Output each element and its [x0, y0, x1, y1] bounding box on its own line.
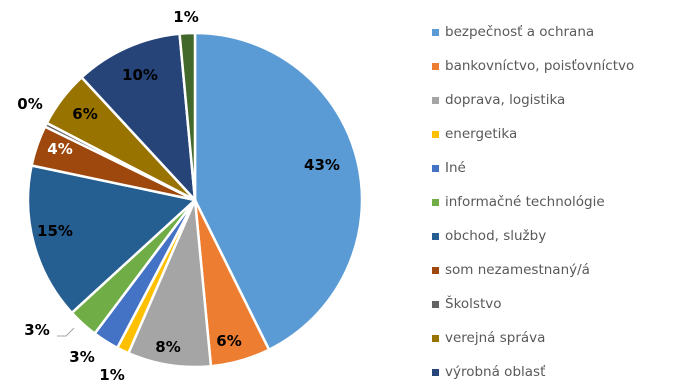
- legend-item-ine: Iné: [432, 158, 466, 178]
- legend-label: som nezamestnaný/á: [445, 262, 590, 278]
- pie-slice-1: [193, 31, 364, 351]
- data-label-skolstvo: 0%: [17, 95, 42, 113]
- data-label-doprava: 8%: [155, 338, 180, 356]
- legend-label: doprava, logistika: [445, 92, 566, 108]
- legend-swatch: [432, 62, 439, 70]
- data-label-energetika: 1%: [99, 366, 124, 384]
- leader-line-informacne-technologie: [57, 327, 75, 337]
- pie-slice-7: [26, 164, 197, 315]
- legend-swatch: [432, 368, 439, 376]
- legend-label: bankovníctvo, poisťovníctvo: [445, 58, 635, 74]
- legend-swatch: [432, 300, 439, 308]
- pie-slice-11: [80, 32, 197, 202]
- data-label-som-nezamestnany: 4%: [47, 140, 72, 158]
- legend-swatch: [432, 164, 439, 172]
- data-label-ine: 3%: [69, 348, 94, 366]
- legend-swatch: [432, 198, 439, 206]
- legend-item-energetika: energetika: [432, 124, 517, 144]
- pie-slices: [26, 31, 364, 369]
- legend-item-bankovnictvo: bankovníctvo, poisťovníctvo: [432, 56, 634, 76]
- pie-slice-12: [178, 31, 197, 202]
- legend-swatch: [432, 232, 439, 240]
- legend-item-som-nezamestnany: som nezamestnaný/á: [432, 260, 590, 280]
- legend-label: Školstvo: [445, 296, 502, 312]
- data-label-bankovnictvo: 6%: [216, 332, 241, 350]
- legend-item-verejna-sprava: verejná správa: [432, 328, 545, 348]
- legend-item-doprava: doprava, logistika: [432, 90, 565, 110]
- data-label-top-slice: 1%: [173, 8, 198, 26]
- legend-item-skolstvo: Školstvo: [432, 294, 502, 314]
- data-label-verejna-sprava: 6%: [72, 105, 97, 123]
- pie-data-labels: 43% 6% 8% 1% 3% 3% 15% 4% 0% 6% 10% 1%: [17, 8, 340, 384]
- legend-swatch: [432, 96, 439, 104]
- legend-label: výrobná oblasť: [445, 364, 546, 380]
- legend-label: informačné technológie: [445, 194, 605, 210]
- data-label-informacne-technologie: 3%: [24, 321, 49, 339]
- data-label-vyrobna-oblast: 10%: [122, 66, 158, 84]
- legend-label: energetika: [445, 126, 518, 142]
- legend-item-bezpecnost: bezpečnosť a ochrana: [432, 22, 594, 42]
- legend-label: obchod, služby: [445, 228, 547, 244]
- legend-swatch: [432, 266, 439, 274]
- legend-label: Iné: [445, 160, 466, 176]
- legend-item-informacne-technologie: informačné technológie: [432, 192, 605, 212]
- legend-swatch: [432, 28, 439, 36]
- data-label-bezpecnost: 43%: [304, 156, 340, 174]
- legend-swatch: [432, 130, 439, 138]
- legend-label: bezpečnosť a ochrana: [445, 24, 595, 40]
- legend-item-obchod-sluzby: obchod, služby: [432, 226, 546, 246]
- data-label-obchod-sluzby: 15%: [37, 222, 73, 240]
- legend-item-vyrobna-oblast: výrobná oblasť: [432, 362, 545, 382]
- legend-swatch: [432, 334, 439, 342]
- legend-label: verejná správa: [445, 330, 546, 346]
- pie-chart: 43% 6% 8% 1% 3% 3% 15% 4% 0% 6% 10% 1%: [17, 8, 364, 384]
